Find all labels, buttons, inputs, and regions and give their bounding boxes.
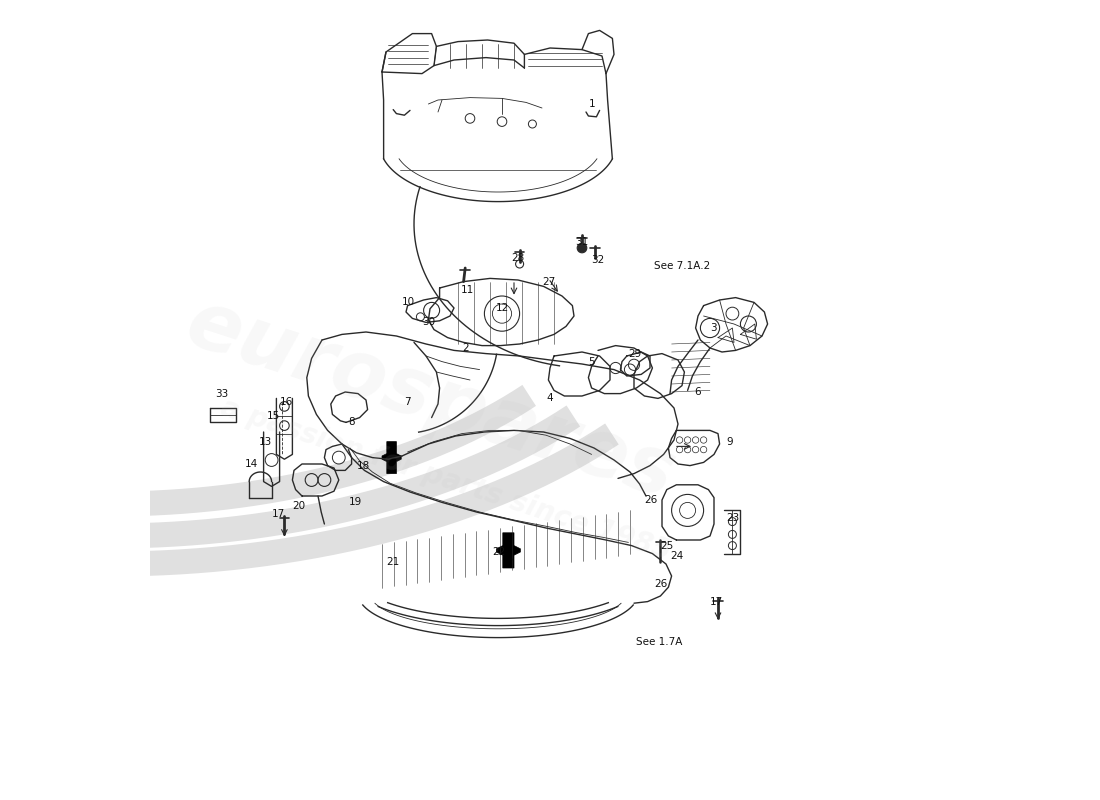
Text: 26: 26 (654, 579, 668, 589)
Text: 18: 18 (356, 461, 370, 470)
Text: 30: 30 (422, 317, 436, 326)
Text: 4: 4 (546, 394, 552, 403)
Polygon shape (496, 533, 520, 568)
Text: 9: 9 (726, 437, 733, 446)
Text: a passion for parts since 1985: a passion for parts since 1985 (218, 394, 674, 566)
Text: eurospares: eurospares (176, 284, 684, 516)
Text: 10: 10 (402, 298, 415, 307)
Text: 25: 25 (660, 541, 673, 550)
Text: 17: 17 (710, 597, 724, 606)
Text: 6: 6 (694, 387, 701, 397)
Text: 19: 19 (349, 498, 362, 507)
Text: 1: 1 (588, 99, 595, 109)
Text: 28: 28 (512, 253, 525, 262)
Text: 29: 29 (628, 349, 641, 358)
Text: 31: 31 (575, 237, 589, 246)
Text: 8: 8 (349, 418, 355, 427)
Text: 16: 16 (279, 397, 293, 406)
Text: 22: 22 (493, 547, 506, 557)
Text: 15: 15 (267, 411, 280, 421)
Text: 32: 32 (592, 255, 605, 265)
Text: 14: 14 (244, 459, 257, 469)
Text: 2: 2 (462, 343, 469, 353)
Text: 7: 7 (405, 397, 411, 406)
Text: 20: 20 (293, 501, 306, 510)
Text: 27: 27 (542, 277, 556, 286)
Text: 17: 17 (272, 509, 285, 518)
Text: 13: 13 (258, 437, 272, 446)
Text: 24: 24 (670, 551, 683, 561)
Text: 12: 12 (496, 303, 509, 313)
Text: 11: 11 (461, 285, 474, 294)
Text: See 7.1A.2: See 7.1A.2 (654, 261, 711, 270)
Text: See 1.7A: See 1.7A (637, 637, 683, 646)
Circle shape (578, 243, 586, 253)
Text: 26: 26 (645, 495, 658, 505)
Text: 3: 3 (710, 323, 716, 333)
Text: 23: 23 (726, 514, 739, 523)
Text: 33: 33 (216, 389, 229, 398)
Polygon shape (382, 442, 402, 474)
Text: 5: 5 (588, 357, 595, 366)
Text: 21: 21 (386, 557, 399, 566)
